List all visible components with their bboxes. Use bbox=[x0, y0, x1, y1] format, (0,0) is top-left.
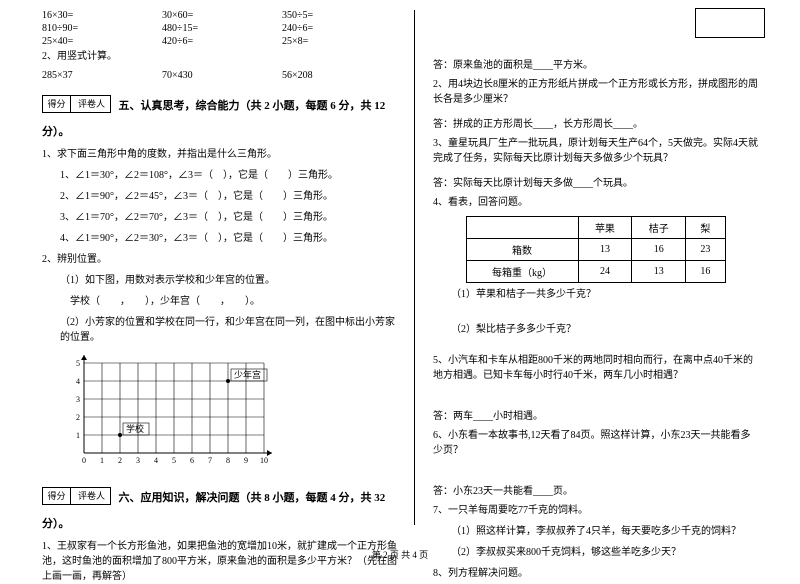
score-box: 得分 评卷人 bbox=[42, 95, 111, 113]
math-expr: 56×208 bbox=[282, 70, 402, 81]
section-5-header: 得分 评卷人 五、认真思考，综合能力（共 2 小题，每题 6 分，共 12 bbox=[42, 95, 402, 113]
math-expr: 285×37 bbox=[42, 70, 162, 81]
q5-1-1: 1、∠1＝30°，∠2＝108°，∠3＝（ ），它是（ ）三角形。 bbox=[42, 168, 402, 183]
left-column: 16×30= 30×60= 350÷5= 810÷90= 480÷15= 240… bbox=[30, 10, 415, 525]
q6-1: 1、王叔家有一个长方形鱼池，如果把鱼池的宽增加10米，就扩建成一个正方形鱼池，这… bbox=[42, 539, 402, 584]
q6-2-ans: 答：拼成的正方形周长____，长方形周长____。 bbox=[433, 117, 758, 132]
reviewer-cell-label: 评卷人 bbox=[74, 96, 110, 112]
svg-text:9: 9 bbox=[244, 456, 248, 465]
svg-text:10: 10 bbox=[260, 456, 268, 465]
svg-text:8: 8 bbox=[226, 456, 230, 465]
table-row: 箱数 13 16 23 bbox=[466, 239, 725, 261]
grid-svg: 0 1 2 3 4 5 6 7 8 9 10 1 2 3 4 5 学校 少年宫 bbox=[70, 353, 280, 473]
table-cell: 16 bbox=[632, 239, 686, 261]
table-cell: 24 bbox=[578, 261, 632, 283]
q5-2-2: （2）小芳家的位置和学校在同一行，和少年宫在同一列，在图中标出小芳家的位置。 bbox=[42, 315, 402, 345]
table-header: 梨 bbox=[686, 217, 725, 239]
q5-2-1: （1）如下图，用数对表示学校和少年宫的位置。 bbox=[42, 273, 402, 288]
section-5-points: 分）。 bbox=[42, 123, 402, 139]
svg-text:3: 3 bbox=[136, 456, 140, 465]
math-expr: 70×430 bbox=[162, 70, 282, 81]
math-row-2: 810÷90= 480÷15= 240÷6= bbox=[42, 23, 402, 34]
q6-1-ans: 答：原来鱼池的面积是____平方米。 bbox=[433, 58, 758, 73]
math-expr: 480÷15= bbox=[162, 23, 282, 34]
q6-8: 8、列方程解决问题。 bbox=[433, 566, 758, 581]
vcalc-row: 285×37 70×430 56×208 bbox=[42, 70, 402, 81]
table-cell: 13 bbox=[632, 261, 686, 283]
right-column: 答：原来鱼池的面积是____平方米。 2、用4块边长8厘米的正方形纸片拼成一个正… bbox=[415, 10, 770, 525]
table-header: 桔子 bbox=[632, 217, 686, 239]
section-6-points: 分）。 bbox=[42, 515, 402, 531]
table-header: 苹果 bbox=[578, 217, 632, 239]
answer-diagram-box bbox=[695, 8, 765, 38]
svg-text:3: 3 bbox=[76, 395, 80, 404]
q5-1-2: 2、∠1＝90°，∠2＝45°，∠3＝（ ），它是（ ）三角形。 bbox=[42, 189, 402, 204]
q5-2-1b: 学校（ ， ），少年宫（ ， ）。 bbox=[42, 294, 402, 309]
q5-1-4: 4、∠1＝90°，∠2＝30°，∠3＝（ ），它是（ ）三角形。 bbox=[42, 231, 402, 246]
score-cell-label: 得分 bbox=[43, 96, 71, 112]
math-expr: 810÷90= bbox=[42, 23, 162, 34]
svg-text:少年宫: 少年宫 bbox=[234, 369, 261, 380]
q6-7: 7、一只羊每周要吃77千克的饲料。 bbox=[433, 503, 758, 518]
math-expr: 30×60= bbox=[162, 10, 282, 21]
fruit-table: 苹果 桔子 梨 箱数 13 16 23 每箱重（kg） 24 13 16 bbox=[466, 216, 726, 283]
svg-text:7: 7 bbox=[208, 456, 212, 465]
vertical-calc-label: 2、用竖式计算。 bbox=[42, 49, 402, 64]
table-header bbox=[466, 217, 578, 239]
svg-text:1: 1 bbox=[76, 431, 80, 440]
q5-2: 2、辨别位置。 bbox=[42, 252, 402, 267]
score-cell-label: 得分 bbox=[43, 488, 71, 504]
math-row-3: 25×40= 420÷6= 25×8= bbox=[42, 36, 402, 47]
q6-5: 5、小汽车和卡车从相距800千米的两地同时相向而行，在离中点40千米的地方相遇。… bbox=[433, 353, 758, 383]
svg-text:5: 5 bbox=[172, 456, 176, 465]
svg-text:4: 4 bbox=[76, 377, 80, 386]
q5-1-3: 3、∠1＝70°，∠2＝70°，∠3＝（ ），它是（ ）三角形。 bbox=[42, 210, 402, 225]
q6-4-2: （2）梨比桔子多多少千克？ bbox=[433, 322, 758, 337]
q6-7-1: （1）照这样计算，李叔叔养了4只羊，每天要吃多少千克的饲料？ bbox=[433, 524, 758, 539]
section-5-title: 五、认真思考，综合能力（共 2 小题，每题 6 分，共 12 bbox=[119, 97, 386, 113]
q6-6-ans: 答：小东23天一共能看____页。 bbox=[433, 484, 758, 499]
math-expr: 420÷6= bbox=[162, 36, 282, 47]
table-cell: 13 bbox=[578, 239, 632, 261]
table-cell: 16 bbox=[686, 261, 725, 283]
svg-text:0: 0 bbox=[82, 456, 86, 465]
math-expr: 350÷5= bbox=[282, 10, 402, 21]
reviewer-cell-label: 评卷人 bbox=[74, 488, 110, 504]
math-expr: 25×8= bbox=[282, 36, 402, 47]
q6-3-ans: 答：实际每天比原计划每天多做____个玩具。 bbox=[433, 176, 758, 191]
q6-6: 6、小东看一本故事书,12天看了84页。照这样计算，小东23天一共能看多少页？ bbox=[433, 428, 758, 458]
math-row-1: 16×30= 30×60= 350÷5= bbox=[42, 10, 402, 21]
table-cell: 23 bbox=[686, 239, 725, 261]
table-row: 苹果 桔子 梨 bbox=[466, 217, 725, 239]
svg-text:4: 4 bbox=[154, 456, 158, 465]
svg-text:学校: 学校 bbox=[126, 423, 144, 434]
math-expr: 240÷6= bbox=[282, 23, 402, 34]
q6-3: 3、童星玩具厂生产一批玩具，原计划每天生产64个，5天做完。实际4天就完成了任务… bbox=[433, 136, 758, 166]
q5-1: 1、求下面三角形中角的度数，并指出是什么三角形。 bbox=[42, 147, 402, 162]
svg-text:2: 2 bbox=[76, 413, 80, 422]
q6-4-1: （1）苹果和桔子一共多少千克？ bbox=[433, 287, 758, 302]
table-cell: 箱数 bbox=[466, 239, 578, 261]
math-expr: 16×30= bbox=[42, 10, 162, 21]
position-grid-chart: 0 1 2 3 4 5 6 7 8 9 10 1 2 3 4 5 学校 少年宫 bbox=[70, 353, 280, 473]
math-expr: 25×40= bbox=[42, 36, 162, 47]
svg-text:1: 1 bbox=[100, 456, 104, 465]
svg-text:6: 6 bbox=[190, 456, 194, 465]
section-6-header: 得分 评卷人 六、应用知识，解决问题（共 8 小题，每题 4 分，共 32 bbox=[42, 487, 402, 505]
q6-5-ans: 答：两车____小时相遇。 bbox=[433, 409, 758, 424]
table-row: 每箱重（kg） 24 13 16 bbox=[466, 261, 725, 283]
svg-text:2: 2 bbox=[118, 456, 122, 465]
score-box: 得分 评卷人 bbox=[42, 487, 111, 505]
section-6-title: 六、应用知识，解决问题（共 8 小题，每题 4 分，共 32 bbox=[119, 489, 386, 505]
page-footer: 第 2 页 共 4 页 bbox=[0, 548, 800, 561]
q6-4: 4、看表，回答问题。 bbox=[433, 195, 758, 210]
table-cell: 每箱重（kg） bbox=[466, 261, 578, 283]
q6-2: 2、用4块边长8厘米的正方形纸片拼成一个正方形或长方形，拼成图形的周长各是多少厘… bbox=[433, 77, 758, 107]
svg-text:5: 5 bbox=[76, 359, 80, 368]
